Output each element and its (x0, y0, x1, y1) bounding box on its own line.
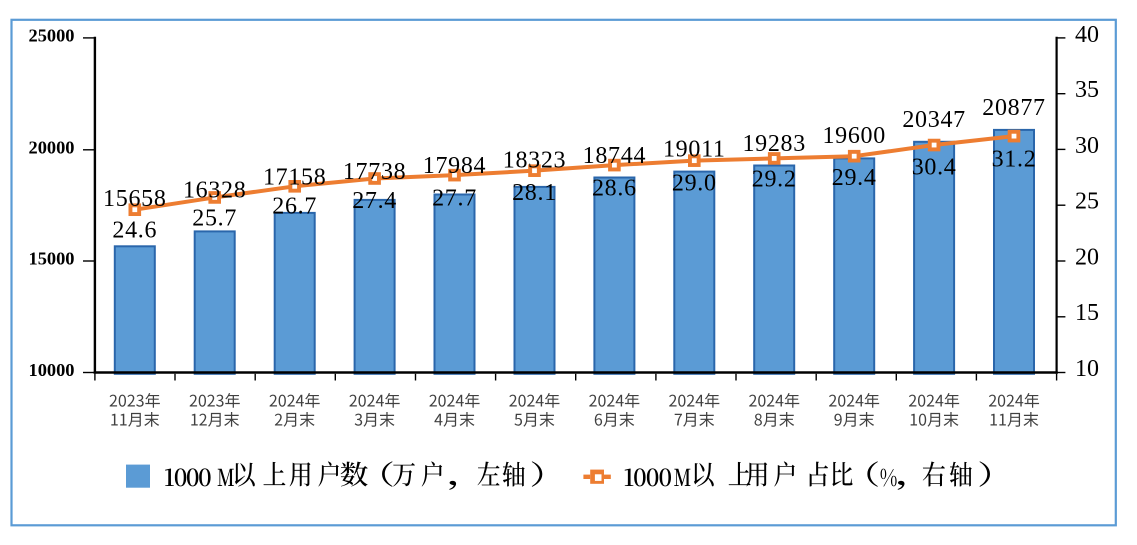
svg-text:35: 35 (1075, 77, 1099, 103)
svg-text:15658: 15658 (103, 186, 167, 212)
svg-text:29.0: 29.0 (672, 171, 717, 197)
svg-text:15: 15 (1075, 300, 1099, 326)
svg-text:25.7: 25.7 (192, 206, 237, 232)
svg-text:20000: 20000 (29, 137, 75, 157)
svg-text:27.7: 27.7 (432, 186, 477, 212)
svg-text:20877: 20877 (982, 95, 1046, 121)
svg-text:10: 10 (1075, 356, 1099, 382)
svg-text:17158: 17158 (263, 164, 327, 190)
svg-text:25000: 25000 (29, 26, 75, 46)
svg-text:16328: 16328 (183, 178, 247, 204)
svg-text:19283: 19283 (742, 131, 806, 157)
svg-text:19600: 19600 (822, 123, 886, 149)
svg-text:10000: 10000 (29, 360, 75, 380)
svg-text:17738: 17738 (343, 159, 407, 185)
svg-text:30: 30 (1075, 133, 1099, 159)
svg-text:17984: 17984 (423, 153, 487, 179)
svg-text:40: 40 (1075, 22, 1099, 48)
svg-text:25: 25 (1075, 189, 1099, 215)
svg-text:20347: 20347 (902, 107, 966, 133)
svg-text:24.6: 24.6 (112, 218, 157, 244)
svg-text:31.2: 31.2 (992, 147, 1037, 173)
svg-text:29.2: 29.2 (752, 167, 797, 193)
svg-text:15000: 15000 (29, 249, 75, 269)
svg-text:27.4: 27.4 (352, 188, 397, 214)
svg-text:28.1: 28.1 (512, 180, 557, 206)
svg-text:18323: 18323 (503, 147, 567, 173)
svg-text:26.7: 26.7 (272, 194, 317, 220)
svg-text:20: 20 (1075, 244, 1099, 270)
svg-text:30.4: 30.4 (912, 155, 957, 181)
svg-text:19011: 19011 (663, 137, 726, 163)
svg-text:29.4: 29.4 (832, 165, 877, 191)
svg-text:28.6: 28.6 (592, 176, 637, 202)
svg-text:18744: 18744 (583, 143, 647, 169)
